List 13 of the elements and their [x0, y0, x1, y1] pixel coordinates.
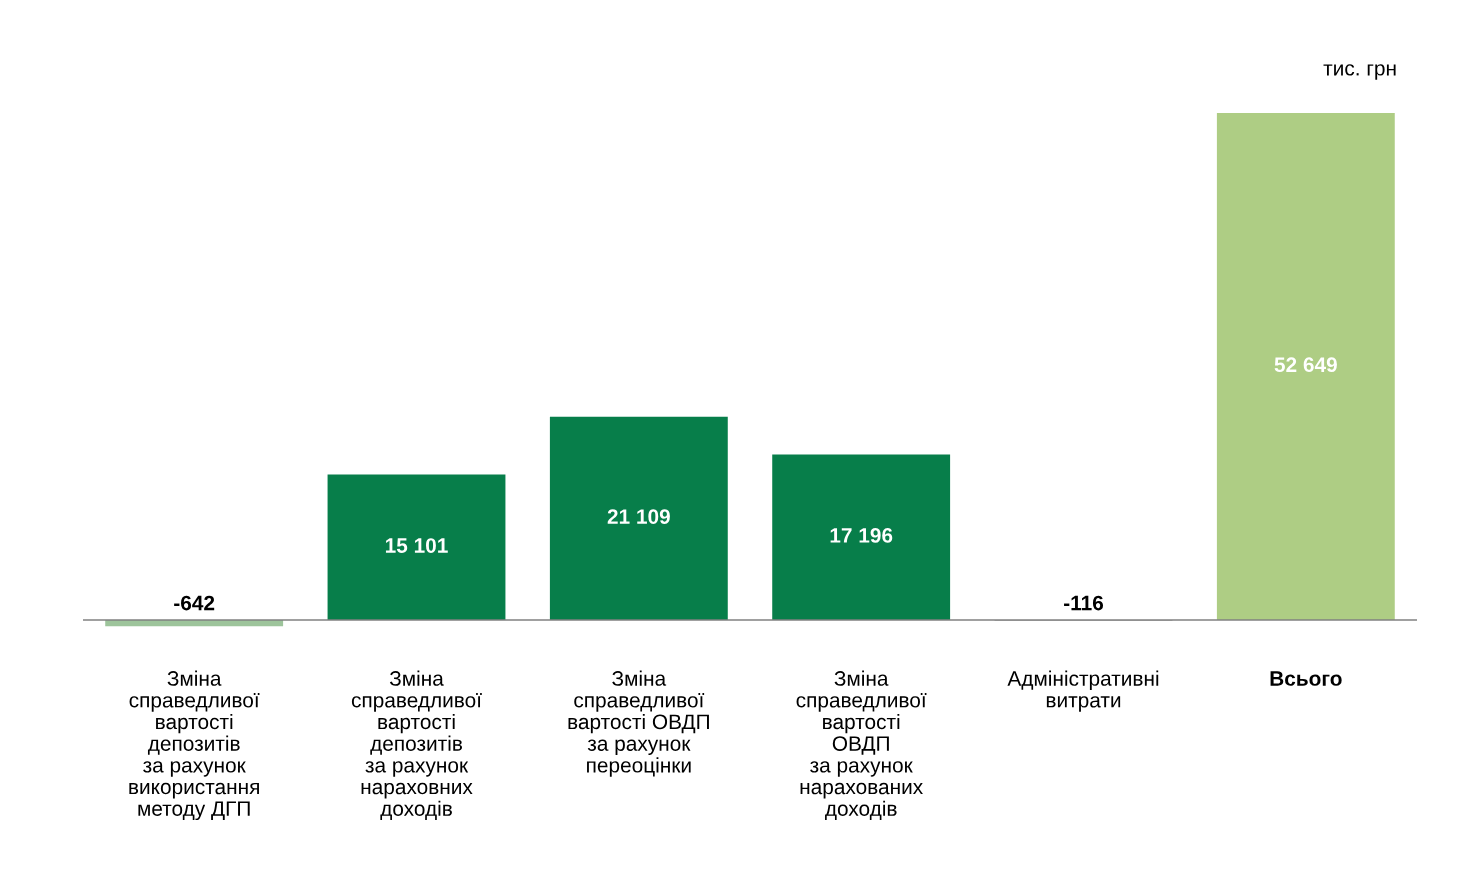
text: тис. грн [1323, 64, 1396, 80]
data-label: 52 649 [1274, 357, 1337, 373]
data-label: -642 [174, 595, 215, 611]
x-tick-label: Зміна справедливої вартості ОВДП за рахунок нарахованих доходів [796, 670, 927, 820]
x-tick-label: Зміна справедливої вартості депозитів за рахунок нараховних доходів [351, 670, 482, 820]
data-label: -116 [1064, 595, 1104, 611]
data-label: 21 109 [607, 509, 670, 524]
x-tick-label: Всього [1270, 671, 1342, 686]
x-tick-label: Зміна справедливої вартості ОВДП за рахунок переоцінки [568, 670, 709, 777]
x-tick-label: Адміністративні витрати [1007, 670, 1159, 712]
data-label: 17 196 [830, 528, 893, 543]
x-tick-label: Зміна справедливої вартості депозитів за рахунок використання методу ДГП [129, 670, 260, 821]
data-label: 15 101 [385, 538, 448, 553]
